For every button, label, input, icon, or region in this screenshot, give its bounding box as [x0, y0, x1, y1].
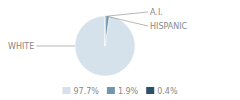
annotation: A.I.	[150, 8, 163, 17]
legend-label: 1.9%	[118, 87, 139, 96]
leader-line	[108, 12, 148, 16]
leader-line	[36, 46, 75, 47]
legend-swatch	[62, 87, 70, 94]
legend-label: 0.4%	[157, 87, 178, 96]
legend-swatch	[107, 87, 115, 94]
slices	[75, 16, 135, 76]
pie-slice	[75, 16, 135, 76]
legend-label: 97.7%	[73, 87, 99, 96]
chart: WHITE A.I. HISPANIC 97.7% 1.9% 0.4%	[0, 0, 240, 100]
legend-swatch	[146, 87, 154, 94]
legend: 97.7% 1.9% 0.4%	[62, 87, 177, 96]
leader-line	[105, 16, 148, 26]
annotation: WHITE	[8, 42, 34, 51]
pie-slice	[105, 16, 107, 46]
annotation: HISPANIC	[150, 22, 188, 31]
pie-slice	[105, 16, 109, 46]
